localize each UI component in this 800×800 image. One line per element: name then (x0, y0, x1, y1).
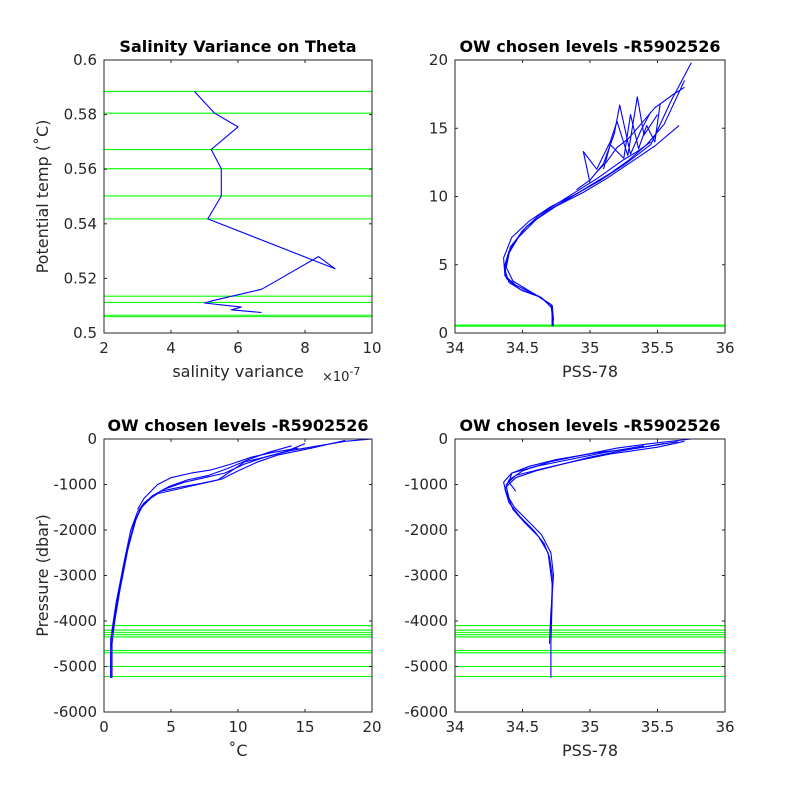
x-tick-label: 34 (445, 718, 464, 736)
x-tick-label: 34.5 (506, 718, 539, 736)
x-tick-label: 6 (233, 339, 243, 357)
x-exponent-base: ×10 (322, 370, 349, 385)
y-tick-label: 0.58 (64, 106, 97, 124)
x-tick-label: 34 (445, 339, 464, 357)
plot-content (455, 439, 725, 678)
data-series-line (505, 80, 685, 327)
x-axis-label: PSS-78 (562, 362, 618, 381)
y-tick-label: 5 (438, 256, 448, 274)
x-tick-label: 4 (166, 339, 176, 357)
plot-4: 34 34.5 35 35.5 36 -6000 -5000 -4000 -3000 -2000 -… (404, 416, 734, 760)
y-tick-label: -4000 (404, 612, 448, 630)
chart-title: OW chosen levels -R5902526 (107, 416, 368, 435)
plot-content (104, 439, 372, 678)
plot-1: 2 4 6 8 10 0.5 0.52 0.54 0.56 0.58 0.6 Salinity Var… (33, 37, 382, 385)
data-series-line (504, 125, 680, 327)
data-series-line (111, 445, 292, 635)
x-tick-label: 0 (99, 718, 109, 736)
data-series-line (508, 441, 678, 492)
x-tick-label: 15 (295, 718, 314, 736)
y-tick-label: 0 (87, 430, 97, 448)
y-tick-label: 0.54 (64, 215, 97, 233)
y-tick-label: 10 (429, 188, 448, 206)
data-series-line (505, 443, 665, 499)
x-tick-label: 8 (300, 339, 310, 357)
y-tick-label: 0 (438, 430, 448, 448)
y-tick-label: 0.6 (73, 51, 97, 69)
y-tick-label: 0.52 (64, 269, 97, 287)
data-series-line (110, 439, 372, 678)
plot-area (455, 60, 725, 333)
y-axis-label: Potential temp (˚C) (33, 120, 52, 274)
plot-3: 0 5 10 15 20-6000-5000-4000-3000-2000-10000O… (33, 416, 382, 760)
data-series-line (576, 104, 652, 191)
x-axis-label: PSS-78 (562, 741, 618, 760)
data-series-line (596, 86, 685, 173)
data-series-line (137, 447, 299, 510)
y-tick-label: 0.56 (64, 160, 97, 178)
x-exponent-power: -7 (349, 365, 360, 378)
x-tick-label: 36 (715, 718, 734, 736)
y-tick-label: -4000 (53, 612, 97, 630)
chart-title: OW chosen levels -R5902526 (459, 37, 720, 56)
plot-content (455, 62, 725, 327)
y-tick-label: 0 (438, 324, 448, 342)
x-tick-label: 35 (580, 718, 599, 736)
x-tick-label: 10 (228, 718, 247, 736)
plot-2: 34 34.5 35 35.5 36 0 5 10 15 20 OW chosen levels -… (429, 37, 735, 381)
y-tick-label: 20 (429, 51, 448, 69)
y-tick-label: -3000 (53, 567, 97, 585)
data-series-line (602, 103, 661, 170)
x-tick-label: 35 (580, 339, 599, 357)
x-tick-label: 10 (362, 339, 381, 357)
x-exponent-label: ×10-7 (322, 365, 360, 385)
x-tick-label: 34.5 (506, 339, 539, 357)
y-tick-label: -6000 (53, 703, 97, 721)
y-tick-label: -2000 (404, 521, 448, 539)
y-axis-label: Pressure (dbar) (33, 514, 52, 637)
y-tick-label: -3000 (404, 567, 448, 585)
x-tick-label: 20 (362, 718, 381, 736)
y-tick-label: 0.5 (73, 324, 97, 342)
x-tick-label: 5 (166, 718, 176, 736)
y-tick-label: -6000 (404, 703, 448, 721)
plot-area (104, 439, 372, 712)
data-series-line (503, 62, 692, 325)
x-tick-label: 2 (99, 339, 109, 357)
x-axis-label: ˚C (228, 741, 247, 760)
y-tick-label: 15 (429, 119, 448, 137)
y-tick-label: -1000 (404, 476, 448, 494)
chart-title: OW chosen levels -R5902526 (459, 416, 720, 435)
data-series-line (503, 445, 645, 644)
x-tick-label: 35.5 (641, 339, 674, 357)
x-axis-label: salinity variance (172, 362, 303, 381)
chart-title: Salinity Variance on Theta (119, 37, 356, 56)
plot-area (455, 439, 725, 712)
y-tick-label: -2000 (53, 521, 97, 539)
y-tick-label: -1000 (53, 476, 97, 494)
data-series-line (193, 91, 336, 314)
x-tick-label: 35.5 (641, 718, 674, 736)
x-tick-label: 36 (715, 339, 734, 357)
y-tick-label: -5000 (53, 658, 97, 676)
y-tick-label: -5000 (404, 658, 448, 676)
plot-content (104, 90, 372, 318)
